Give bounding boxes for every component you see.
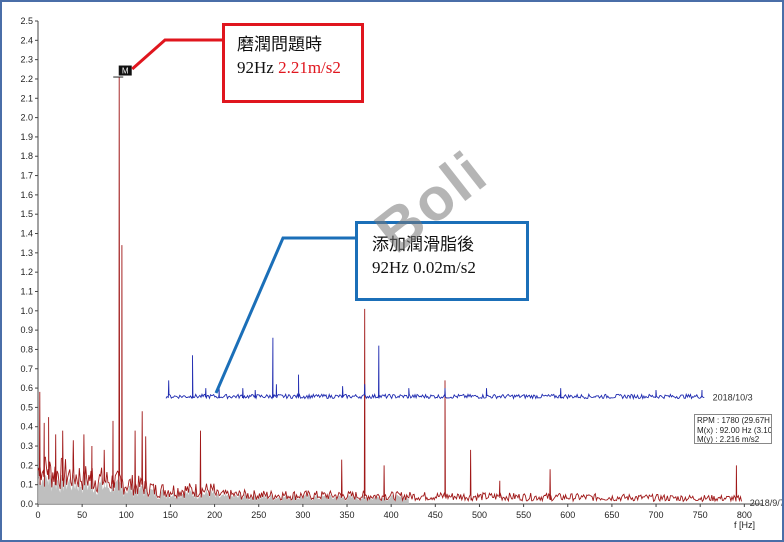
y-tick-label: 1.1 xyxy=(20,286,33,296)
leader-line-red xyxy=(131,38,222,71)
x-tick-label: 650 xyxy=(604,510,619,520)
y-tick-label: 0.9 xyxy=(20,325,33,335)
callout-red-value: 92Hz 2.21m/s2 xyxy=(237,56,361,80)
y-tick-label: 1.9 xyxy=(20,132,33,142)
x-tick-label: 100 xyxy=(119,510,134,520)
x-tick-label: 600 xyxy=(560,510,575,520)
y-tick-label: 2.4 xyxy=(20,35,33,45)
y-tick-label: 1.8 xyxy=(20,151,33,161)
x-tick-label: 300 xyxy=(295,510,310,520)
y-tick-label: 2.0 xyxy=(20,113,33,123)
series-fill-2018-9-7 xyxy=(38,475,409,504)
x-tick-label: 750 xyxy=(693,510,708,520)
callout-blue-value: 92Hz 0.02m/s2 xyxy=(372,258,476,277)
x-tick-label: 150 xyxy=(163,510,178,520)
x-tick-label: 700 xyxy=(649,510,664,520)
x-tick-label: 0 xyxy=(35,510,40,520)
leader-line-blue xyxy=(214,236,355,394)
x-tick-label: 250 xyxy=(251,510,266,520)
x-tick-label: 800 xyxy=(737,510,752,520)
x-tick-label: 550 xyxy=(516,510,531,520)
y-tick-label: 1.4 xyxy=(20,229,33,239)
y-tick-label: 0.8 xyxy=(20,344,33,354)
callout-blue-title: 添加潤滑脂後 xyxy=(372,235,474,255)
callout-red-amplitude: 2.21m/s2 xyxy=(278,58,341,77)
marker-label: M xyxy=(122,67,129,76)
infobox-rpm: RPM : 1780 (29.67H xyxy=(697,416,770,425)
y-tick-label: 2.5 xyxy=(20,16,33,26)
callout-lubrication-problem: 磨潤問題時 92Hz 2.21m/s2 xyxy=(222,23,364,103)
x-tick-label: 400 xyxy=(384,510,399,520)
x-tick-label: 50 xyxy=(77,510,87,520)
y-tick-label: 2.2 xyxy=(20,74,33,84)
y-tick-label: 0.2 xyxy=(20,460,33,470)
y-tick-label: 1.7 xyxy=(20,171,33,181)
x-tick-label: 200 xyxy=(207,510,222,520)
y-tick-label: 2.3 xyxy=(20,55,33,65)
callout-after-grease: 添加潤滑脂後 92Hz 0.02m/s2 xyxy=(355,221,529,301)
y-tick-label: 0.4 xyxy=(20,422,33,432)
y-tick-label: 2.1 xyxy=(20,93,33,103)
series-label-2018-9-7: 2018/9/7 xyxy=(750,498,782,508)
x-tick-label: 500 xyxy=(472,510,487,520)
x-tick-label: 350 xyxy=(340,510,355,520)
series-line-2018-9-7 xyxy=(37,76,742,503)
series-line-2018-10-3 xyxy=(165,337,705,401)
marker-info-box: RPM : 1780 (29.67H M(x) : 92.00 Hz (3.10… xyxy=(694,414,772,444)
x-axis-label: f [Hz] xyxy=(734,520,755,530)
series-label-2018-10-3: 2018/10/3 xyxy=(713,393,753,403)
y-tick-label: 0.3 xyxy=(20,441,33,451)
y-tick-label: 0.0 xyxy=(20,499,33,509)
callout-red-title: 磨潤問題時 xyxy=(237,35,322,55)
y-tick-label: 1.6 xyxy=(20,190,33,200)
y-tick-label: 1.2 xyxy=(20,267,33,277)
y-tick-label: 0.6 xyxy=(20,383,33,393)
y-tick-label: 1.3 xyxy=(20,248,33,258)
y-tick-label: 0.1 xyxy=(20,480,33,490)
x-tick-label: 450 xyxy=(428,510,443,520)
y-tick-label: 0.5 xyxy=(20,402,33,412)
marker-box xyxy=(117,64,133,77)
y-tick-label: 1.0 xyxy=(20,306,33,316)
infobox-marker-y: M(y) : 2.216 m/s2 xyxy=(697,435,760,444)
callout-red-freq: 92Hz xyxy=(237,58,279,77)
y-tick-label: 1.5 xyxy=(20,209,33,219)
y-tick-label: 0.7 xyxy=(20,364,33,374)
infobox-marker-x: M(x) : 92.00 Hz (3.10 xyxy=(697,425,772,435)
